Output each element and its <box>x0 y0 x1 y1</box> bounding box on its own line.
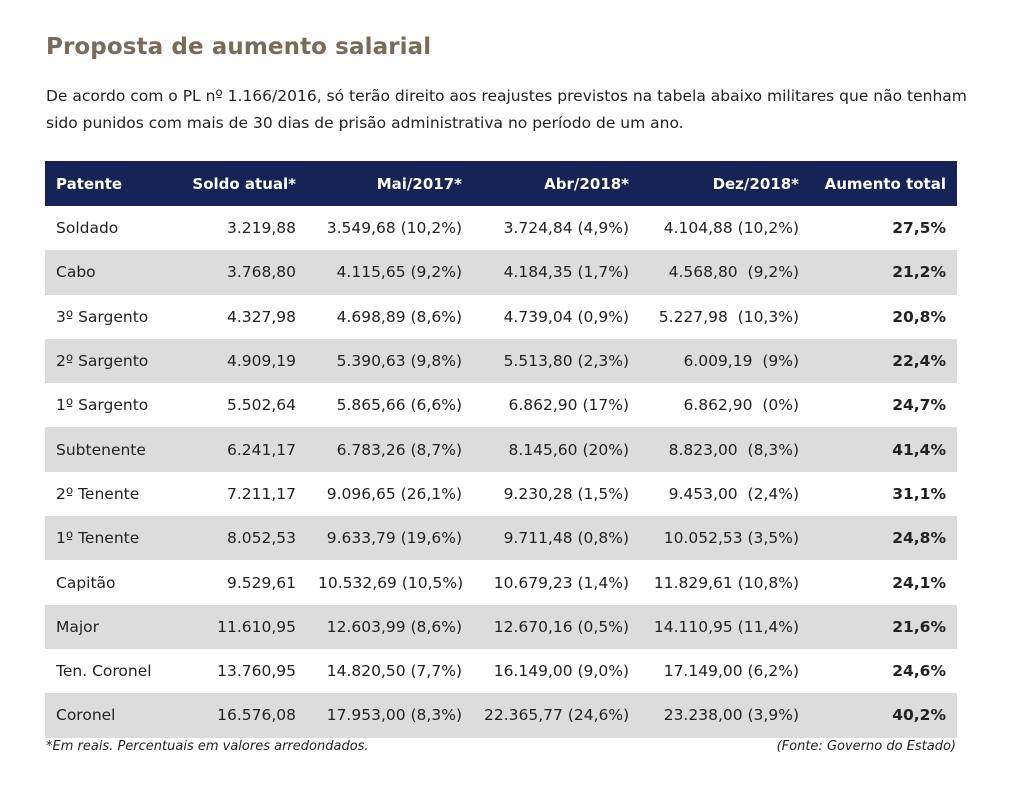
cell-mai-2017: 4.698,89 (8,6%) <box>336 307 462 326</box>
cell-mai-2017: 4.115,65 (9,2%) <box>336 263 462 282</box>
cell-dez-2018: 4.568,80 (9,2%) <box>668 263 799 282</box>
cell-soldo-atual: 11.610,95 <box>217 617 296 636</box>
source-credit: (Fonte: Governo do Estado) <box>776 739 956 754</box>
cell-soldo-atual: 8.052,53 <box>226 529 296 548</box>
cell-abr-2018: 9.711,48 (0,8%) <box>503 529 629 548</box>
cell-abr-2018: 6.862,90 (17%) <box>508 396 630 415</box>
cell-abr-2018: 5.513,80 (2,3%) <box>503 352 629 371</box>
cell-aumento-total: 41,4% <box>892 440 946 459</box>
cell-aumento-total: 24,1% <box>892 573 946 592</box>
table-row: 1º Tenente 8.052,53 9.633,79 (19,6%) 9.711,… <box>45 516 957 561</box>
cell-soldo-atual: 7.211,17 <box>226 484 296 503</box>
cell-patente: Capitão <box>56 573 116 592</box>
intro-paragraph: De acordo com o PL nº 1.166/2016, só ter… <box>46 87 967 132</box>
footnote: *Em reais. Percentuais em valores arredo… <box>46 739 369 754</box>
cell-mai-2017: 6.783,26 (8,7%) <box>336 440 462 459</box>
cell-abr-2018: 8.145,60 (20%) <box>508 440 630 459</box>
cell-mai-2017: 10.532,69 (10,5%) <box>318 573 464 592</box>
cell-dez-2018: 14.110,95 (11,4%) <box>653 617 799 636</box>
cell-patente: 2º Tenente <box>56 484 140 503</box>
cell-patente: Coronel <box>56 706 116 725</box>
cell-abr-2018: 9.230,28 (1,5%) <box>503 484 629 503</box>
cell-mai-2017: 12.603,99 (8,6%) <box>326 617 462 636</box>
cell-aumento-total: 21,6% <box>892 617 946 636</box>
cell-soldo-atual: 16.576,08 <box>217 706 296 725</box>
cell-soldo-atual: 3.768,80 <box>226 263 296 282</box>
cell-soldo-atual: 9.529,61 <box>226 573 296 592</box>
cell-patente: 2º Sargento <box>56 352 149 371</box>
cell-mai-2017: 9.096,65 (26,1%) <box>326 484 462 503</box>
cell-mai-2017: 5.390,63 (9,8%) <box>336 352 462 371</box>
cell-mai-2017: 3.549,68 (10,2%) <box>326 219 462 238</box>
cell-aumento-total: 20,8% <box>892 307 946 326</box>
table-row: 2º Tenente 7.211,17 9.096,65 (26,1%) 9.230,… <box>45 472 957 516</box>
cell-dez-2018: 10.052,53 (3,5%) <box>663 529 799 548</box>
cell-aumento-total: 31,1% <box>892 484 946 503</box>
cell-abr-2018: 4.739,04 (0,9%) <box>503 307 629 326</box>
table-row: Capitão 9.529,61 10.532,69 (10,5%) 10.679,2… <box>45 560 957 604</box>
cell-abr-2018: 3.724,84 (4,9%) <box>503 219 629 238</box>
cell-patente: 1º Sargento <box>56 396 149 415</box>
cell-abr-2018: 22.365,77 (24,6%) <box>484 706 630 725</box>
cell-dez-2018: 6.009,19 (9%) <box>683 352 799 371</box>
cell-patente: Ten. Coronel <box>56 662 152 681</box>
cell-abr-2018: 4.184,35 (1,7%) <box>503 263 629 282</box>
cell-aumento-total: 21,2% <box>892 263 946 282</box>
cell-patente: Cabo <box>56 263 96 282</box>
page-title: Proposta de aumento salarial <box>46 34 432 60</box>
salary-table: Patente Soldo atual* Mai/2017* Abr/2018*… <box>45 161 957 738</box>
cell-dez-2018: 5.227,98 (10,3%) <box>658 307 799 326</box>
table-row: 1º Sargento 5.502,64 5.865,66 (6,6%) 6.862,… <box>45 383 957 427</box>
cell-soldo-atual: 6.241,17 <box>226 440 296 459</box>
cell-aumento-total: 24,8% <box>892 529 946 548</box>
cell-aumento-total: 24,7% <box>892 396 946 415</box>
cell-soldo-atual: 5.502,64 <box>226 396 296 415</box>
cell-soldo-atual: 4.909,19 <box>226 352 296 371</box>
cell-mai-2017: 5.865,66 (6,6%) <box>336 396 462 415</box>
table-row: 2º Sargento 4.909,19 5.390,63 (9,8%) 5.513,… <box>45 338 957 384</box>
cell-patente: 3º Sargento <box>56 307 149 326</box>
cell-aumento-total: 22,4% <box>892 352 946 371</box>
header-soldo-atual: Soldo atual* <box>192 174 296 193</box>
cell-dez-2018: 6.862,90 (0%) <box>683 396 799 415</box>
cell-dez-2018: 23.238,00 (3,9%) <box>663 706 799 725</box>
table-row: 3º Sargento 4.327,98 4.698,89 (8,6%) 4.739,… <box>45 295 957 339</box>
table-row: Soldado 3.219,88 3.549,68 (10,2%) 3.724,84 … <box>45 206 957 250</box>
header-patente: Patente <box>56 174 123 193</box>
cell-soldo-atual: 4.327,98 <box>226 307 296 326</box>
table-row: Cabo 3.768,80 4.115,65 (9,2%) 4.184,35 (1,7… <box>45 250 957 295</box>
header-mai-2017: Mai/2017* <box>376 174 462 193</box>
cell-dez-2018: 11.829,61 (10,8%) <box>653 573 799 592</box>
cell-dez-2018: 4.104,88 (10,2%) <box>663 219 799 238</box>
cell-dez-2018: 8.823,00 (8,3%) <box>668 440 799 459</box>
header-aumento-total: Aumento total <box>824 174 946 193</box>
header-dez-2018: Dez/2018* <box>712 174 799 193</box>
cell-mai-2017: 14.820,50 (7,7%) <box>326 662 462 681</box>
cell-patente: Soldado <box>56 219 119 238</box>
table-row: Major 11.610,95 12.603,99 (8,6%) 12.670,16 … <box>45 604 957 649</box>
cell-patente: Major <box>56 617 100 636</box>
cell-soldo-atual: 3.219,88 <box>226 219 296 238</box>
table-row: Coronel 16.576,08 17.953,00 (8,3%) 22.365,7… <box>45 693 957 738</box>
cell-abr-2018: 10.679,23 (1,4%) <box>493 573 629 592</box>
table-row: Subtenente 6.241,17 6.783,26 (8,7%) 8.145,6… <box>45 427 957 472</box>
cell-dez-2018: 9.453,00 (2,4%) <box>668 484 799 503</box>
cell-aumento-total: 24,6% <box>892 662 946 681</box>
table-row: Ten. Coronel 13.760,95 14.820,50 (7,7%) 16.… <box>45 649 957 693</box>
table-header: Patente Soldo atual* Mai/2017* Abr/2018*… <box>45 161 957 206</box>
cell-mai-2017: 17.953,00 (8,3%) <box>326 706 462 725</box>
cell-aumento-total: 27,5% <box>892 219 946 238</box>
cell-soldo-atual: 13.760,95 <box>217 662 296 681</box>
cell-patente: Subtenente <box>56 440 146 459</box>
cell-abr-2018: 16.149,00 (9,0%) <box>493 662 629 681</box>
cell-patente: 1º Tenente <box>56 529 140 548</box>
cell-dez-2018: 17.149,00 (6,2%) <box>663 662 799 681</box>
table-body: Soldado 3.219,88 3.549,68 (10,2%) 3.724,84 … <box>45 206 957 738</box>
cell-aumento-total: 40,2% <box>892 706 946 725</box>
table-header-row: Patente Soldo atual* Mai/2017* Abr/2018*… <box>45 161 957 206</box>
header-abr-2018: Abr/2018* <box>544 174 629 193</box>
cell-mai-2017: 9.633,79 (19,6%) <box>326 529 462 548</box>
cell-abr-2018: 12.670,16 (0,5%) <box>493 617 629 636</box>
